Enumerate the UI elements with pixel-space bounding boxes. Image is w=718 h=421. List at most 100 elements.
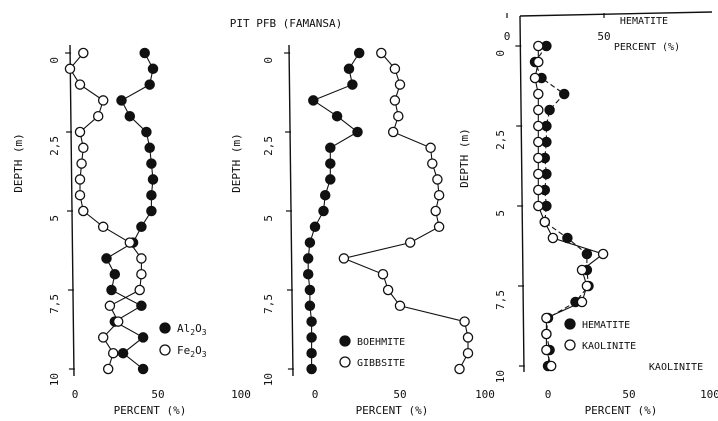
series-line-gibbsite (342, 52, 469, 370)
hematite-top-axis (519, 11, 713, 17)
data-point-kaolinite (533, 88, 544, 100)
legend-marker (339, 356, 351, 368)
data-point-al2o3 (101, 253, 112, 264)
data-point-hematite (544, 104, 555, 116)
data-point-al2o3 (147, 174, 159, 185)
percent-tick-label: 50 (622, 388, 635, 401)
legend-label: BOEHMITE (357, 337, 405, 348)
data-point-boehmite (325, 174, 336, 185)
data-point-boehmite (302, 253, 314, 264)
panel-left: 0 2,5 5 7,5 10 DEPTH (m) 0 50 100 PERCENT (%) Al2O… (12, 44, 251, 417)
data-point-kaolinite (576, 296, 588, 308)
data-point-boehmite (308, 95, 319, 106)
data-point-boehmite (306, 332, 317, 343)
data-point-gibbsite (393, 110, 404, 122)
hematite-top-tick-label: 50 (597, 30, 610, 43)
data-point-fe2o3 (78, 47, 89, 59)
percent-tick-label: 100 (231, 388, 251, 401)
data-point-boehmite (302, 268, 314, 280)
data-point-kaolinite (541, 312, 552, 324)
data-point-boehmite (343, 63, 355, 75)
data-point-fe2o3 (134, 284, 145, 296)
data-point-fe2o3 (136, 268, 147, 280)
data-point-gibbsite (394, 79, 406, 90)
data-point-fe2o3 (112, 316, 124, 327)
depth-axis (519, 15, 525, 373)
data-point-boehmite (306, 363, 317, 375)
depth-tick-label: 0 (48, 57, 61, 64)
data-point-gibbsite (382, 284, 394, 296)
data-point-kaolinite (533, 152, 544, 164)
panel-right: 0 2,5 5 7,5 10 DEPTH (m) 0 50 100 PERCENT (%) 0 50 H… (458, 11, 718, 417)
depth-tick-label: 0 (494, 50, 507, 57)
percent-axis-label: PERCENT (%) (585, 404, 658, 417)
data-point-fe2o3 (136, 253, 147, 264)
data-point-al2o3 (124, 110, 136, 122)
percent-tick-label: 0 (312, 388, 319, 401)
data-point-al2o3 (146, 205, 157, 217)
depth-tick-label: 5 (262, 215, 275, 222)
data-point-gibbsite (427, 158, 438, 169)
data-point-boehmite (319, 189, 331, 201)
data-point-al2o3 (109, 268, 121, 280)
data-point-gibbsite (433, 189, 445, 201)
legend-label: Fe2O3 (177, 344, 207, 359)
data-point-kaolinite (581, 280, 593, 292)
data-point-fe2o3 (97, 332, 109, 343)
data-point-gibbsite (459, 316, 470, 327)
data-point-al2o3 (147, 63, 159, 75)
data-point-fe2o3 (102, 363, 114, 375)
data-point-al2o3 (146, 158, 157, 169)
data-point-fe2o3 (97, 95, 109, 106)
data-point-fe2o3 (107, 347, 119, 359)
data-point-fe2o3 (104, 300, 116, 312)
data-point-boehmite (306, 347, 317, 359)
data-point-gibbsite (394, 300, 406, 312)
data-point-al2o3 (144, 79, 155, 90)
data-point-boehmite (331, 110, 343, 122)
data-point-boehmite (325, 158, 336, 169)
depth-tick-label: 7,5 (48, 294, 61, 314)
depth-tick-label: 5 (48, 215, 61, 222)
data-point-fe2o3 (74, 79, 86, 90)
data-point-kaolinite (533, 184, 544, 196)
data-point-boehmite (306, 316, 317, 327)
depth-tick-label: 2,5 (494, 130, 507, 150)
data-point-fe2o3 (78, 205, 89, 217)
data-point-gibbsite (389, 63, 401, 75)
percent-axis-label: PERCENT (%) (114, 404, 187, 417)
data-point-al2o3 (136, 300, 147, 312)
data-point-fe2o3 (64, 63, 76, 75)
data-point-gibbsite (338, 253, 350, 264)
data-point-kaolinite (533, 136, 544, 148)
data-point-kaolinite (597, 248, 609, 260)
legend-marker (159, 344, 171, 356)
percent-tick-label: 0 (72, 388, 79, 401)
data-point-hematite (558, 88, 570, 100)
data-point-al2o3 (137, 332, 149, 343)
legend-marker (159, 322, 171, 334)
percent-tick-label: 100 (475, 388, 495, 401)
data-point-boehmite (347, 79, 358, 90)
data-point-gibbsite (430, 205, 441, 217)
data-point-al2o3 (106, 284, 117, 296)
data-point-boehmite (304, 300, 316, 312)
depth-tick-label: 10 (494, 370, 507, 383)
legend-marker (339, 335, 351, 347)
data-point-boehmite (353, 47, 365, 59)
data-point-kaolinite (539, 216, 551, 228)
data-point-fe2o3 (92, 110, 104, 122)
depth-tick-label: 5 (494, 210, 507, 217)
data-point-al2o3 (136, 221, 147, 233)
kaolinite-bottom-label: KAOLINITE (649, 362, 703, 373)
percent-tick-label: 50 (151, 388, 164, 401)
percent-tick-label: 0 (545, 388, 552, 401)
data-point-kaolinite (576, 264, 588, 276)
data-point-gibbsite (433, 221, 445, 233)
data-point-hematite (581, 248, 593, 260)
data-point-boehmite (309, 221, 321, 233)
data-point-al2o3 (139, 47, 150, 59)
data-point-fe2o3 (124, 237, 136, 248)
